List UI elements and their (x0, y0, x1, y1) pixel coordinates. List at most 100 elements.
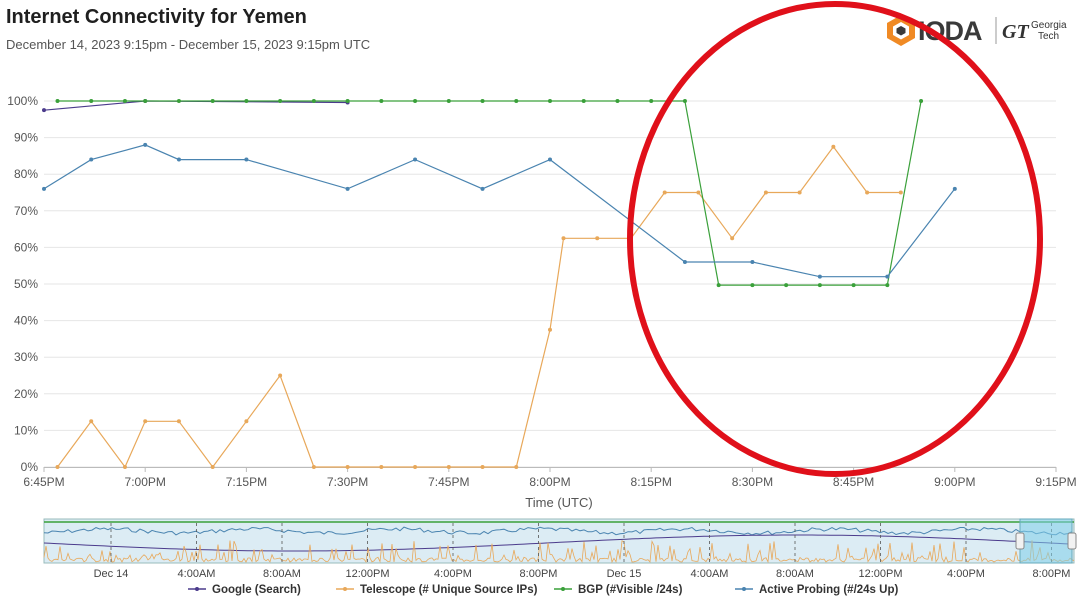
data-point[interactable] (716, 283, 721, 288)
data-point[interactable] (379, 99, 384, 103)
time-navigator[interactable]: Dec 14 4:00AM 8:00AM 12:00PM 4:00PM 8:00PM Dec… (43, 518, 1077, 580)
chart-subtitle: December 14, 2023 9:15pm - December 15, … (6, 37, 371, 52)
x-tick-label: 7:00PM (125, 475, 166, 489)
data-point[interactable] (244, 157, 249, 162)
legend-item[interactable]: BGP (#Visible /24s) (554, 584, 683, 596)
data-point[interactable] (244, 99, 249, 103)
data-point[interactable] (514, 465, 519, 469)
data-point[interactable] (817, 283, 822, 288)
legend-label: Google (Search) (212, 584, 301, 596)
data-point[interactable] (831, 144, 836, 149)
data-point[interactable] (548, 327, 552, 332)
y-tick-label: 50% (14, 277, 38, 291)
data-point[interactable] (784, 283, 789, 288)
x-tick-label: 9:00PM (934, 475, 975, 489)
data-point[interactable] (446, 99, 451, 103)
data-point[interactable] (595, 236, 600, 241)
data-point[interactable] (561, 236, 566, 241)
data-point[interactable] (176, 99, 181, 103)
georgia-tech-monogram: GT (1002, 21, 1029, 43)
series-line (43, 100, 348, 111)
data-point[interactable] (55, 465, 60, 469)
data-point[interactable] (176, 419, 181, 424)
data-point[interactable] (898, 190, 903, 195)
data-point[interactable] (548, 99, 552, 103)
data-point[interactable] (89, 99, 94, 103)
data-point[interactable] (682, 99, 687, 103)
legend-item[interactable]: Active Probing (#/24s Up) (735, 584, 898, 596)
data-point[interactable] (89, 157, 94, 162)
data-point[interactable] (311, 465, 316, 469)
legend-item[interactable]: Telescope (# Unique Source IPs) (336, 584, 538, 596)
data-point[interactable] (379, 465, 384, 469)
y-tick-label: 40% (14, 314, 38, 328)
x-tick-label: 8:30PM (732, 475, 773, 489)
data-point[interactable] (696, 190, 701, 195)
data-point[interactable] (851, 283, 856, 288)
outage-highlight-circle (627, 1, 1043, 477)
data-point[interactable] (750, 283, 755, 288)
legend: Google (Search) Telescope (# Unique Sourc… (188, 584, 898, 596)
data-point[interactable] (278, 373, 283, 378)
data-point[interactable] (480, 465, 485, 469)
x-tick-label: 9:15PM (1035, 475, 1076, 489)
y-axis-ticks: 0% 10% 20% 30% 40% 50% 60% 70% 80% 90% 100% (7, 94, 38, 474)
data-point[interactable] (143, 99, 148, 103)
data-point[interactable] (143, 142, 148, 147)
legend-item[interactable]: Google (Search) (188, 584, 301, 596)
data-point[interactable] (55, 99, 60, 103)
data-point[interactable] (514, 99, 519, 103)
data-point[interactable] (885, 274, 890, 279)
data-point[interactable] (649, 99, 654, 103)
navigator-selection[interactable] (1019, 518, 1073, 564)
data-point[interactable] (548, 157, 552, 162)
data-point[interactable] (446, 465, 451, 469)
data-point[interactable] (885, 283, 890, 288)
data-point[interactable] (89, 419, 94, 424)
data-point[interactable] (480, 99, 485, 103)
navigator-label: 8:00AM (263, 568, 301, 580)
data-point[interactable] (210, 99, 215, 103)
data-point[interactable] (865, 190, 870, 195)
data-point[interactable] (581, 99, 586, 103)
data-point[interactable] (122, 465, 127, 469)
data-point[interactable] (817, 274, 822, 279)
data-point[interactable] (413, 99, 418, 103)
navigator-handle[interactable] (1067, 532, 1077, 550)
x-tick-label: 7:45PM (428, 475, 469, 489)
data-point[interactable] (345, 186, 350, 191)
legend-marker (343, 587, 347, 591)
data-point[interactable] (143, 419, 148, 424)
data-point[interactable] (480, 186, 485, 191)
data-point[interactable] (122, 99, 127, 103)
navigator-label: Dec 14 (94, 568, 129, 580)
data-point[interactable] (345, 465, 350, 469)
data-point[interactable] (615, 99, 620, 103)
data-point[interactable] (413, 465, 418, 469)
data-point[interactable] (176, 157, 181, 162)
georgia-tech-name-line2: Tech (1038, 31, 1059, 42)
data-point[interactable] (413, 157, 418, 162)
data-point[interactable] (750, 260, 755, 265)
navigator-handle[interactable] (1015, 532, 1025, 550)
x-tick-label: 8:45PM (833, 475, 874, 489)
data-point[interactable] (763, 190, 768, 195)
data-point[interactable] (952, 186, 957, 191)
data-point[interactable] (311, 99, 316, 103)
y-tick-label: 70% (14, 204, 38, 218)
data-point[interactable] (730, 236, 735, 241)
data-point[interactable] (42, 108, 46, 113)
data-point[interactable] (278, 99, 283, 103)
data-point[interactable] (345, 99, 350, 103)
x-axis-label: Time (UTC) (525, 495, 592, 510)
data-point[interactable] (682, 260, 687, 265)
georgia-tech-name-line1: Georgia (1031, 20, 1067, 31)
data-point[interactable] (244, 419, 249, 424)
data-point[interactable] (42, 186, 46, 191)
data-point[interactable] (662, 190, 667, 195)
data-point[interactable] (210, 465, 215, 469)
series (42, 99, 957, 469)
data-point[interactable] (919, 99, 924, 103)
data-point[interactable] (797, 190, 802, 195)
navigator-telescope-line (43, 539, 1075, 564)
